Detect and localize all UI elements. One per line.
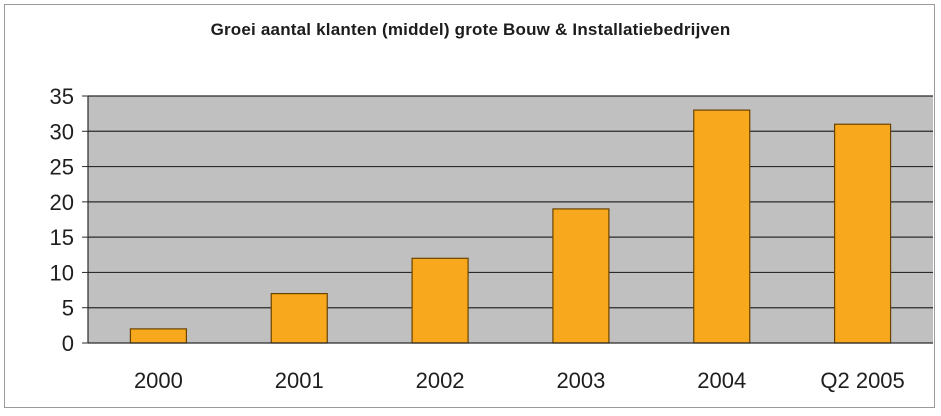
plot-area [88,96,933,343]
bar-q2-2005 [833,123,892,344]
bars [129,109,892,344]
y-tick-label: 35 [50,84,74,109]
bar-2002 [411,257,469,344]
axes [87,96,933,344]
x-tick-label: 2002 [416,368,465,393]
x-tick-label: Q2 2005 [820,368,904,393]
x-tick-label: 2004 [697,368,746,393]
y-tick-label: 20 [50,190,74,215]
gridlines [82,95,933,344]
x-tick-label: 2001 [275,368,324,393]
y-tick-label: 15 [50,225,74,250]
y-tick-labels: 0 5 10 15 20 25 30 35 [50,84,74,356]
bar-2003 [552,208,610,344]
bar-2000 [129,328,188,344]
x-tick-label: 2000 [134,368,183,393]
y-tick-label: 5 [62,296,74,321]
x-tick-label: 2003 [556,368,605,393]
bar-2001 [270,293,328,344]
y-tick-label: 30 [50,119,74,144]
x-tick-labels: 2000 2001 2002 2003 2004 Q2 2005 [134,368,905,393]
y-tick-label: 10 [50,260,74,285]
chart-title: Groei aantal klanten (middel) grote Bouw… [210,20,731,39]
bar-2004 [693,109,751,344]
y-tick-label: 25 [50,155,74,180]
y-tick-label: 0 [62,331,74,356]
